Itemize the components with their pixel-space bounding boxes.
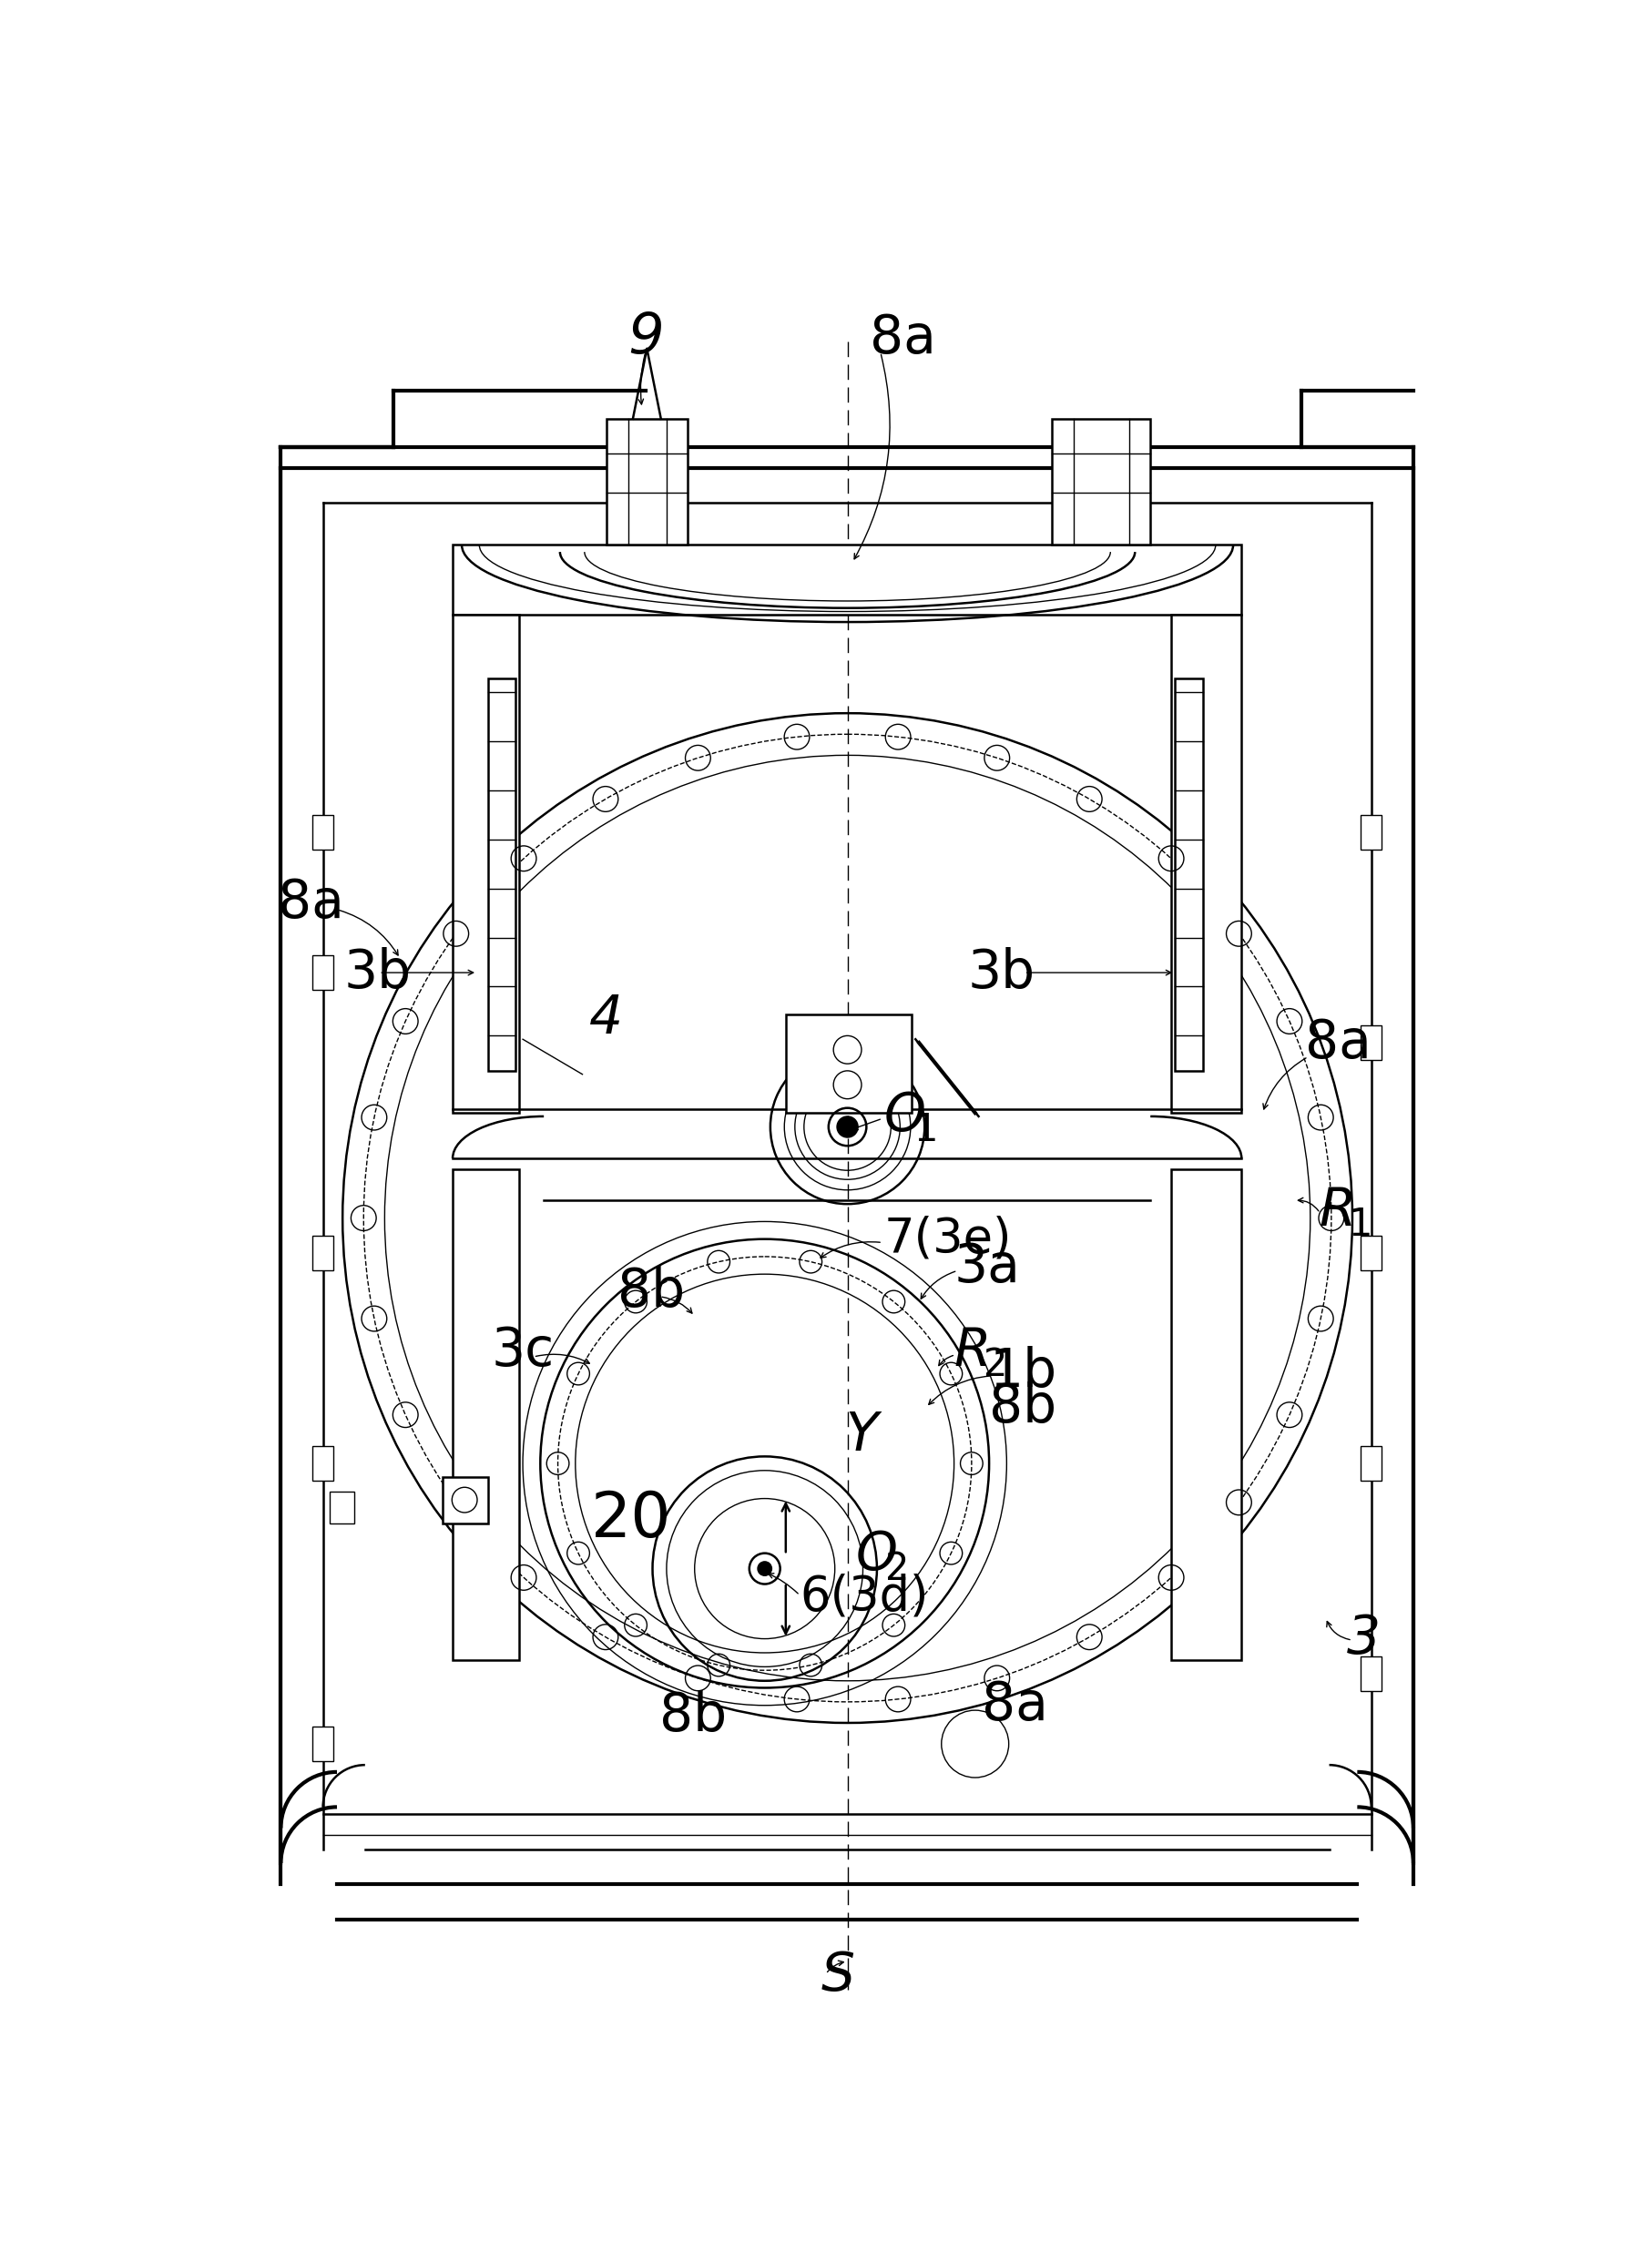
Bar	[1360, 1445, 1381, 1482]
Text: 7(3e): 7(3e)	[884, 1215, 1011, 1262]
Text: 8b: 8b	[659, 1690, 727, 1742]
Text: 4: 4	[590, 993, 623, 1045]
Bar	[1052, 418, 1150, 545]
Text: 8b: 8b	[618, 1267, 684, 1316]
Text: 2: 2	[885, 1549, 909, 1588]
Bar	[1360, 814, 1381, 851]
Text: 2: 2	[983, 1346, 1008, 1384]
Text: S: S	[821, 1950, 854, 2002]
Text: 8a: 8a	[981, 1678, 1047, 1730]
Bar	[1360, 1656, 1381, 1692]
Text: 3: 3	[1346, 1613, 1379, 1665]
Text: R: R	[1318, 1185, 1355, 1237]
Bar	[312, 1235, 334, 1271]
Text: 8a: 8a	[1303, 1018, 1370, 1068]
Bar	[312, 955, 334, 991]
Bar	[606, 418, 687, 545]
Text: 3a: 3a	[953, 1242, 1019, 1294]
Bar	[453, 615, 519, 1113]
Text: 1: 1	[1348, 1206, 1371, 1244]
Text: 3b: 3b	[344, 948, 411, 998]
Text: 20: 20	[591, 1488, 671, 1549]
Bar	[1171, 1169, 1241, 1660]
Circle shape	[757, 1561, 771, 1577]
Text: R: R	[953, 1326, 991, 1378]
Text: Y: Y	[844, 1409, 877, 1461]
Text: 9: 9	[628, 310, 662, 366]
Text: 8b: 8b	[988, 1382, 1056, 1434]
Bar	[1360, 1025, 1381, 1061]
Text: 8a: 8a	[278, 878, 344, 927]
Bar	[312, 814, 334, 851]
Bar	[441, 1477, 487, 1522]
Text: O: O	[884, 1090, 925, 1142]
Bar	[453, 1169, 519, 1660]
Text: 3c: 3c	[491, 1326, 553, 1378]
Text: 6(3d): 6(3d)	[800, 1572, 928, 1620]
Bar	[453, 545, 1241, 615]
Text: 8a: 8a	[869, 312, 935, 364]
Text: O: O	[856, 1529, 897, 1581]
Bar	[330, 1491, 354, 1522]
Bar	[487, 679, 515, 1070]
Text: 3b: 3b	[968, 948, 1036, 998]
Bar	[1360, 1235, 1381, 1271]
Bar	[1171, 615, 1241, 1113]
Bar	[1175, 679, 1203, 1070]
Text: 1: 1	[914, 1111, 937, 1149]
Bar	[312, 1726, 334, 1762]
Text: 1b: 1b	[988, 1346, 1056, 1398]
Bar	[312, 1445, 334, 1482]
Circle shape	[836, 1117, 857, 1138]
Bar	[785, 1016, 912, 1113]
